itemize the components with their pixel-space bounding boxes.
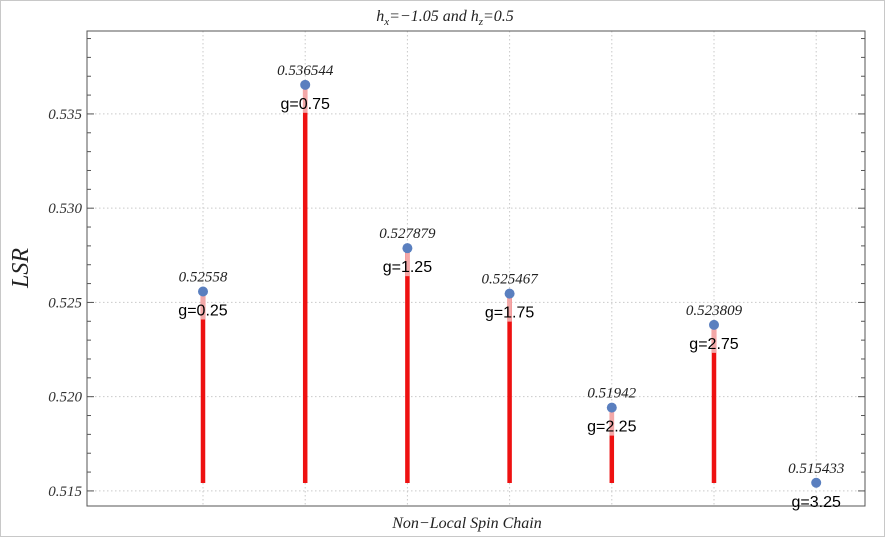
data-value-label: 0.523809 xyxy=(686,303,743,319)
data-value-label: 0.52558 xyxy=(179,269,228,285)
y-tick-label: 0.520 xyxy=(48,390,82,406)
y-axis-label: LSR xyxy=(8,248,34,289)
data-value-label: 0.527879 xyxy=(379,226,436,242)
category-label: g=0.75 xyxy=(281,96,330,113)
title-end: =0.5 xyxy=(483,8,514,25)
data-point xyxy=(300,79,311,90)
category-label: g=2.25 xyxy=(587,419,636,436)
x-axis-label: Non−Local Spin Chain xyxy=(391,515,541,532)
y-tick-label: 0.530 xyxy=(48,201,82,217)
title-sub-x: x xyxy=(383,16,389,28)
y-tick-label: 0.525 xyxy=(48,295,82,311)
category-label: g=2.75 xyxy=(689,336,738,353)
data-point xyxy=(709,319,719,330)
data-value-label: 0.51942 xyxy=(587,386,636,402)
y-tick-label: 0.535 xyxy=(48,107,82,123)
data-point xyxy=(606,402,617,413)
data-value-label: 0.536544 xyxy=(277,63,334,79)
category-label: g=3.25 xyxy=(792,494,841,511)
data-value-label: 0.515433 xyxy=(788,461,844,477)
title-mid: =−1.05 and h xyxy=(389,8,479,25)
category-label: g=1.75 xyxy=(485,305,534,322)
stems xyxy=(198,79,822,488)
data-point xyxy=(811,477,822,488)
category-label: g=1.25 xyxy=(383,259,432,276)
title-h1: h xyxy=(376,8,384,25)
title-sub-z: z xyxy=(478,16,484,28)
data-value-label: 0.525467 xyxy=(481,272,539,288)
data-point xyxy=(402,243,413,254)
chart-title: hx=−1.05 and hz=0.5 xyxy=(376,8,514,28)
labels: 0.52558 g=0.25 0.536544 g=0.75 0.527879 g=1.2… xyxy=(178,63,844,511)
data-point xyxy=(198,286,208,297)
data-point xyxy=(504,288,515,299)
y-axis: 0.515 0.520 0.525 0.530 0.535 xyxy=(48,38,865,500)
plot-frame xyxy=(86,30,866,507)
category-label: g=0.25 xyxy=(178,302,227,319)
y-tick-label: 0.515 xyxy=(48,484,82,500)
